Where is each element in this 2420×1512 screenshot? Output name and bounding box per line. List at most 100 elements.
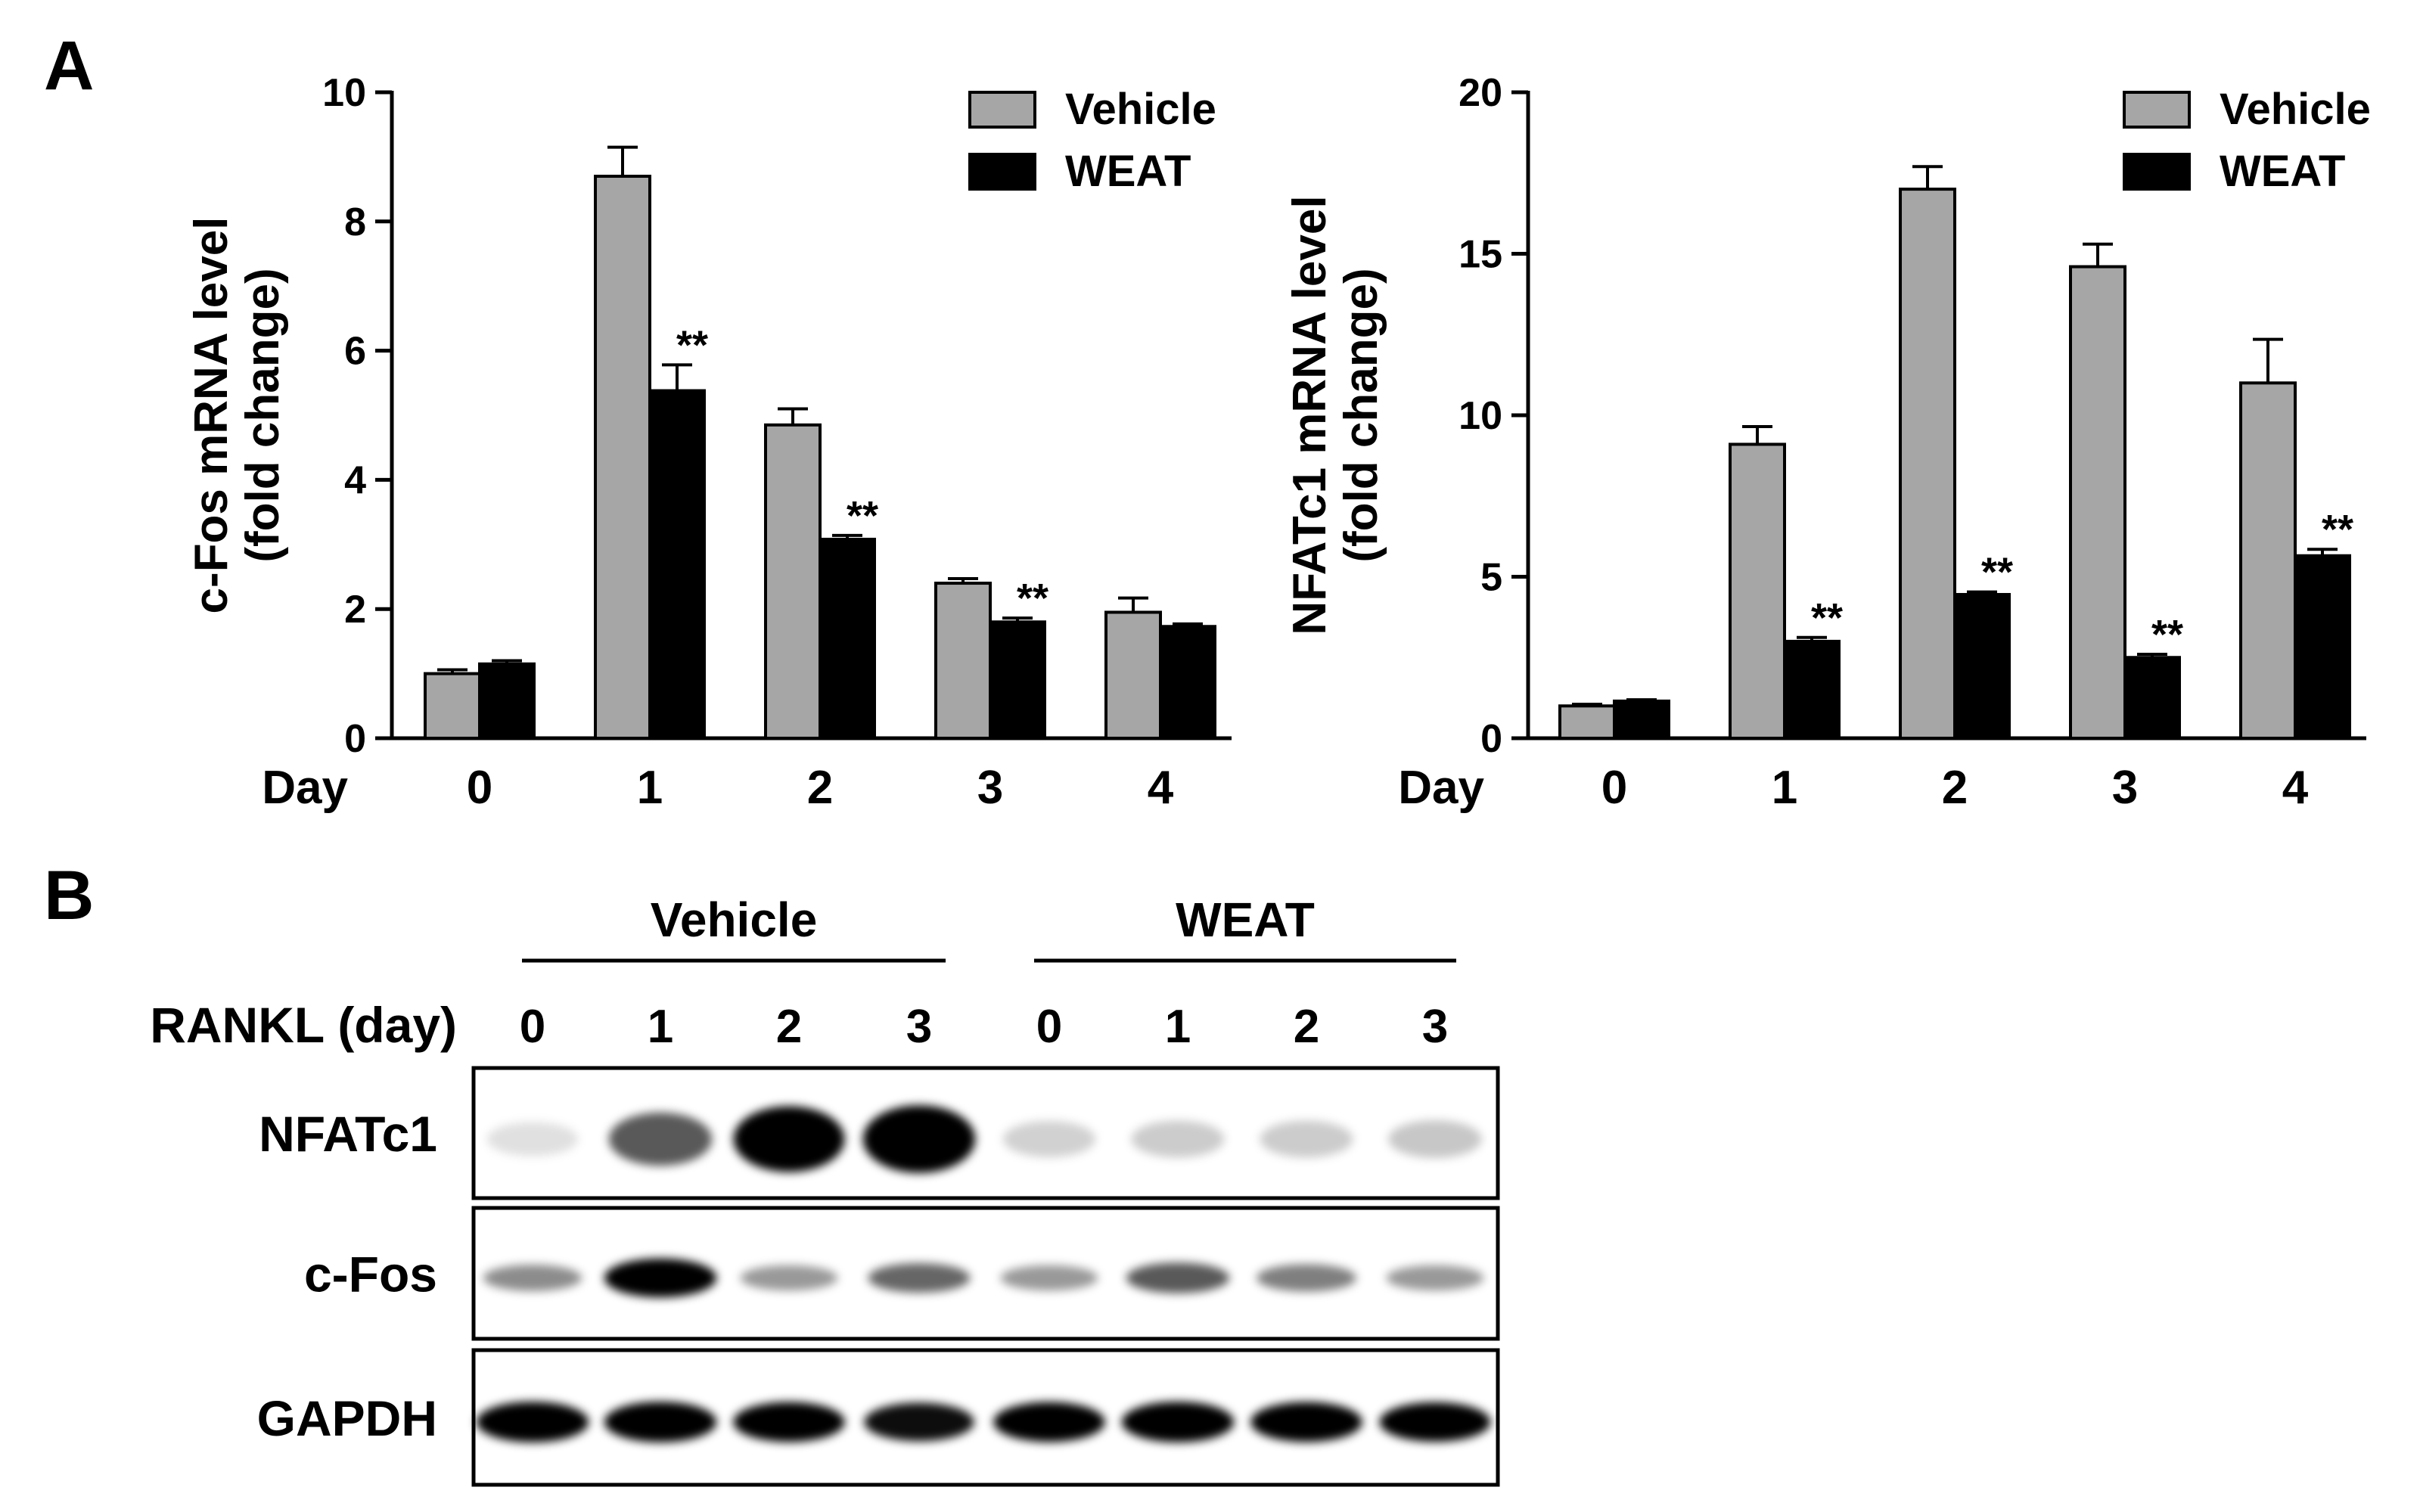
significance-marker: ** bbox=[2151, 612, 2183, 657]
y-tick-label: 6 bbox=[344, 330, 366, 374]
x-tick-label: 2 bbox=[1942, 762, 1968, 814]
blot-band bbox=[1388, 1120, 1482, 1158]
x-tick-label: 1 bbox=[637, 762, 663, 814]
significance-marker: ** bbox=[676, 322, 708, 368]
significance-marker: ** bbox=[847, 493, 878, 539]
blot-band bbox=[993, 1402, 1105, 1442]
blot-band bbox=[604, 1258, 717, 1298]
y-tick-label: 15 bbox=[1459, 233, 1502, 277]
blot-band bbox=[864, 1402, 974, 1442]
bar-weat bbox=[2123, 656, 2181, 740]
bar-vehicle bbox=[424, 672, 481, 740]
blot-lane-label: 1 bbox=[1165, 1001, 1191, 1053]
y-tick-label: 10 bbox=[1459, 394, 1502, 438]
bar-weat bbox=[1159, 625, 1216, 740]
bar-vehicle bbox=[764, 423, 822, 740]
x-tick-label: 4 bbox=[2282, 762, 2309, 814]
x-axis-label: Day bbox=[1398, 762, 1484, 814]
blot-band bbox=[476, 1402, 589, 1442]
blot-lane-label: 0 bbox=[520, 1001, 545, 1053]
blot-lane-label: 3 bbox=[1422, 1001, 1448, 1053]
blot-band bbox=[1126, 1262, 1230, 1293]
x-tick-label: 3 bbox=[2112, 762, 2138, 814]
bar-vehicle bbox=[1104, 610, 1162, 740]
y-tick-label: 20 bbox=[1459, 71, 1502, 115]
blot-protein-label: GAPDH bbox=[257, 1390, 437, 1446]
blot-band bbox=[868, 1262, 971, 1293]
blot-band bbox=[1260, 1120, 1353, 1158]
blot-band bbox=[862, 1105, 976, 1173]
y-tick-label: 0 bbox=[1480, 717, 1502, 761]
blot-protein-label: c-Fos bbox=[304, 1247, 437, 1302]
bar-vehicle bbox=[594, 175, 651, 740]
significance-marker: ** bbox=[1981, 550, 2013, 595]
legend-swatch bbox=[2123, 153, 2191, 191]
blot-lane-label: 1 bbox=[648, 1001, 673, 1053]
y-axis-label: NFATc1 mRNA level bbox=[1284, 195, 1336, 635]
blot-band bbox=[1000, 1265, 1098, 1291]
blot-band bbox=[1121, 1402, 1235, 1442]
significance-marker: ** bbox=[1811, 595, 1843, 641]
blot-band bbox=[1386, 1265, 1484, 1291]
blot-band bbox=[486, 1122, 579, 1157]
blot-band bbox=[1002, 1121, 1096, 1157]
panel-label-a: A bbox=[44, 27, 94, 104]
bar-vehicle bbox=[1729, 442, 1786, 740]
blot-band bbox=[1250, 1402, 1362, 1442]
blot-band bbox=[483, 1265, 582, 1291]
bar-weat bbox=[2294, 554, 2351, 740]
blot-lane-label: 0 bbox=[1036, 1001, 1062, 1053]
bar-vehicle bbox=[1558, 704, 1616, 740]
blot-lane-label: 2 bbox=[1294, 1001, 1319, 1053]
y-axis-label: (fold change) bbox=[237, 268, 289, 562]
blot-band bbox=[1257, 1264, 1356, 1292]
blot-group-label: WEAT bbox=[1176, 893, 1315, 947]
bar-vehicle bbox=[934, 582, 992, 740]
bar-vehicle bbox=[2069, 265, 2126, 740]
x-tick-label: 2 bbox=[807, 762, 833, 814]
legend-swatch bbox=[968, 153, 1036, 191]
x-tick-label: 0 bbox=[1601, 762, 1627, 814]
blot-band bbox=[740, 1265, 838, 1291]
x-tick-label: 1 bbox=[1772, 762, 1797, 814]
bar-weat bbox=[819, 537, 876, 740]
x-tick-label: 3 bbox=[977, 762, 1003, 814]
blot-protein-label: NFATc1 bbox=[259, 1106, 437, 1162]
legend-label: Vehicle bbox=[1065, 85, 1216, 134]
x-axis-label: Day bbox=[262, 762, 348, 814]
blot-band bbox=[1379, 1402, 1491, 1442]
blot-group-label: Vehicle bbox=[651, 893, 818, 947]
bar-weat bbox=[1613, 699, 1670, 740]
y-axis-label: c-Fos mRNA level bbox=[185, 217, 238, 614]
bar-vehicle bbox=[1899, 188, 1956, 740]
y-tick-label: 4 bbox=[344, 458, 366, 502]
y-axis-label: (fold change) bbox=[1335, 268, 1387, 562]
y-tick-label: 0 bbox=[344, 717, 366, 761]
blot-band bbox=[604, 1402, 717, 1442]
y-tick-label: 5 bbox=[1480, 556, 1502, 600]
legend-swatch bbox=[2123, 91, 2191, 129]
y-tick-label: 10 bbox=[322, 71, 366, 115]
y-tick-label: 8 bbox=[344, 200, 366, 244]
blot-lane-label: 3 bbox=[906, 1001, 932, 1053]
legend-swatch bbox=[968, 91, 1036, 129]
bar-weat bbox=[1953, 592, 2011, 740]
x-tick-label: 0 bbox=[467, 762, 492, 814]
significance-marker: ** bbox=[2322, 507, 2353, 552]
bar-weat bbox=[648, 389, 706, 740]
blot-row-header: RANKL (day) bbox=[150, 997, 457, 1053]
bar-weat bbox=[478, 662, 536, 740]
y-tick-label: 2 bbox=[344, 588, 366, 632]
bar-vehicle bbox=[2239, 381, 2297, 740]
panel-label-b: B bbox=[44, 857, 94, 934]
blot-band bbox=[608, 1112, 713, 1166]
blot-lane-label: 2 bbox=[776, 1001, 802, 1053]
blot-band bbox=[733, 1106, 845, 1172]
significance-marker: ** bbox=[1017, 576, 1048, 621]
bar-weat bbox=[989, 620, 1046, 740]
blot-band bbox=[1131, 1120, 1225, 1158]
blot-band bbox=[733, 1402, 845, 1442]
